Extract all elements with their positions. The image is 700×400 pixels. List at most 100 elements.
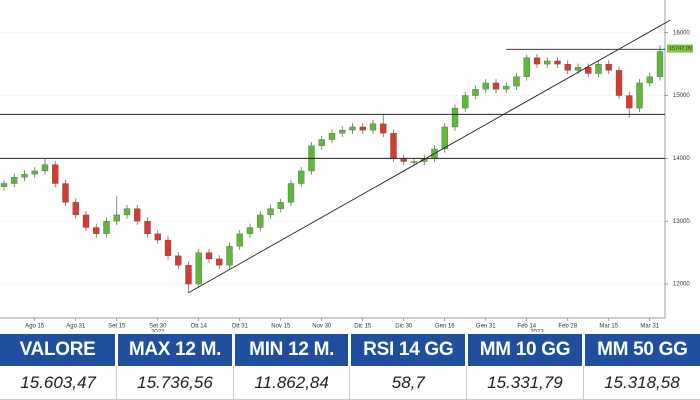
candle-body — [287, 183, 295, 203]
x-tick-label: Feb 14 — [517, 324, 536, 330]
x-tick-label: Mar 15 — [599, 324, 618, 330]
value-cell: 15.603,47 — [0, 366, 117, 400]
candle-body — [503, 85, 510, 90]
y-tick-label: 14000 — [673, 156, 690, 162]
candle-body — [216, 258, 223, 266]
x-tick-label: Ott 31 — [232, 324, 249, 330]
x-tick-label: Set 30 — [149, 324, 167, 330]
x-tick-label: Mar 31 — [640, 324, 659, 330]
value-cell: 15.736,56 — [116, 366, 234, 400]
x-tick-label: Dic 15 — [354, 324, 372, 330]
candle-body — [277, 202, 284, 209]
trend-line — [188, 19, 671, 294]
x-tick-label: Dic 30 — [395, 324, 413, 330]
candle-body — [72, 202, 79, 216]
header-cell: VALORE — [0, 334, 117, 366]
candle-body — [615, 70, 623, 96]
candle-body — [513, 76, 520, 87]
candle-body — [390, 133, 397, 159]
year-label: 2022 — [151, 330, 165, 332]
value-cell: 15.331,79 — [466, 366, 584, 400]
candle-body — [21, 173, 28, 178]
candle-body — [226, 246, 233, 266]
candle-body — [134, 208, 141, 222]
candle-body — [492, 82, 500, 90]
candle-body — [62, 183, 69, 203]
x-tick-label: Nov 30 — [312, 324, 332, 330]
candle-body — [154, 233, 161, 241]
year-label: 2023 — [530, 330, 544, 332]
candle-body — [359, 126, 366, 131]
candle-body — [257, 214, 264, 228]
header-cell: MIN 12 M. — [231, 334, 350, 366]
y-tick-label: 13000 — [673, 219, 690, 225]
table-row: 15.603,47 15.736,56 11.862,84 58,7 15.331,79… — [0, 366, 700, 400]
x-tick-label: Ago 31 — [66, 324, 86, 330]
candle-body — [205, 252, 213, 260]
x-tick-label: Ago 15 — [25, 324, 45, 330]
last-price-label: 15747.09 — [669, 46, 692, 52]
candle-body — [369, 123, 377, 131]
candle-body — [400, 158, 407, 162]
candle-body — [246, 227, 254, 234]
candle-body — [52, 164, 59, 184]
header-cell: MM 50 GG — [581, 334, 700, 366]
x-tick-label: Ott 14 — [191, 324, 208, 330]
last-price-box — [667, 44, 693, 53]
candle-body — [533, 57, 541, 65]
plot-background — [0, 0, 665, 318]
value-cell: 15.318,58 — [582, 366, 700, 400]
candle-body — [41, 164, 49, 172]
y-tick-label: 12000 — [673, 282, 690, 288]
x-tick-label: Gen 16 — [435, 324, 455, 330]
candle-body — [349, 126, 356, 131]
candle-body — [564, 63, 571, 71]
candle-body — [103, 221, 110, 234]
candle-body — [236, 233, 243, 247]
candle-body — [441, 126, 448, 150]
candle-body — [554, 60, 561, 65]
header-cell: RSI 14 GG — [348, 334, 467, 366]
candle-body — [93, 227, 100, 234]
candle-body — [195, 252, 202, 285]
candle-body — [82, 214, 90, 228]
candle-body — [646, 76, 653, 84]
candle-body — [144, 221, 151, 234]
candle-body — [544, 60, 551, 65]
candle-body — [605, 63, 612, 71]
candle-body — [328, 133, 336, 140]
candle-body — [31, 170, 38, 175]
x-tick-label: Feb 28 — [558, 324, 577, 330]
candle-body — [123, 208, 131, 216]
candle-body — [185, 265, 192, 285]
candle-body — [113, 214, 120, 222]
x-tick-label: Gen 31 — [476, 324, 496, 330]
candle-body — [574, 67, 582, 71]
candle-body — [482, 82, 489, 90]
header-row: VALORE MAX 12 M. MIN 12 M. RSI 14 GG MM 10 G… — [0, 334, 700, 366]
value-cell: 58,7 — [349, 366, 467, 400]
candle-body — [267, 208, 274, 216]
candle-body — [175, 255, 182, 266]
value-cell: 11.862,84 — [232, 366, 350, 400]
x-tick-label: Set 15 — [108, 324, 126, 330]
candle-body — [523, 57, 530, 77]
stats-table: VALORE MAX 12 M. MIN 12 M. RSI 14 GG MM 10 G… — [0, 334, 700, 400]
candle-body — [472, 89, 479, 96]
candle-body — [410, 161, 418, 163]
y-tick-label: 15000 — [673, 93, 690, 99]
candle-body — [318, 139, 325, 146]
candle-body — [451, 107, 459, 128]
candle-body — [656, 51, 664, 77]
candle-body — [595, 63, 602, 74]
table-body: 15.603,47 15.736,56 11.862,84 58,7 15.331,79… — [0, 366, 700, 400]
candle-body — [164, 239, 172, 256]
chart: 12000 13000 14000 15000 16000 Ago 15 Ago 31 Set… — [0, 0, 693, 336]
candle-body — [0, 183, 8, 187]
candle-body — [462, 95, 469, 109]
x-tick-label: Nov 15 — [271, 324, 291, 330]
header-cell: MAX 12 M. — [115, 334, 234, 366]
candle-body — [626, 95, 633, 109]
candle-body — [636, 82, 643, 109]
